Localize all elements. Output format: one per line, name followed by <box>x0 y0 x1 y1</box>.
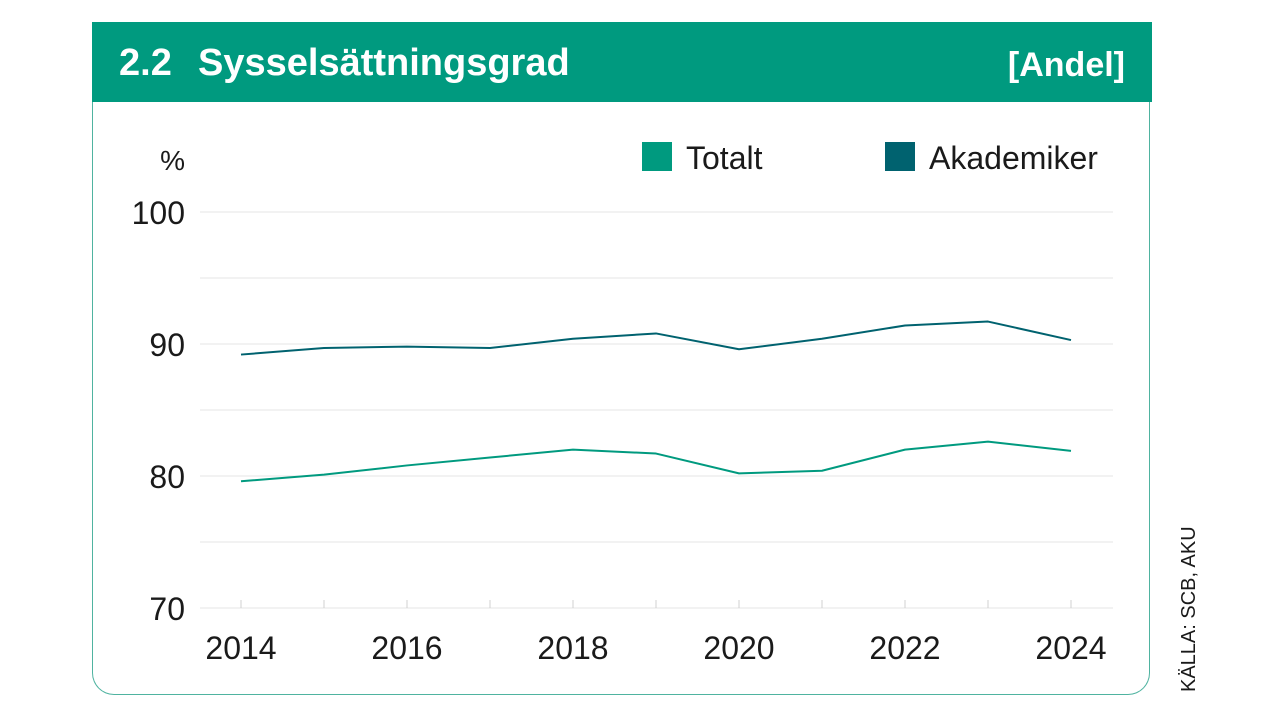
chart-header: 2.2 Sysselsättningsgrad [Andel] <box>92 22 1152 102</box>
series-line-totalt <box>240 440 1072 483</box>
chart-card <box>92 22 1150 695</box>
grid-layer <box>200 211 1113 609</box>
legend-swatch-akademiker <box>885 142 915 171</box>
x-tick-label: 2014 <box>205 630 276 666</box>
y-tick-label: 90 <box>149 327 185 363</box>
axis-layer: 70 80 90 100% 2014 2016 2018 2020 2022 2024 <box>132 145 1107 666</box>
legend: Totalt Akademiker <box>642 140 1098 176</box>
y-axis-label: % <box>160 145 185 176</box>
y-tick-label: 80 <box>149 459 185 495</box>
series-line-akademiker <box>240 320 1072 356</box>
x-tick-label: 2018 <box>537 630 608 666</box>
source-note: KÄLLA: SCB, AKU <box>1178 526 1200 692</box>
legend-swatch-totalt <box>642 142 672 171</box>
y-tick-label: 100 <box>132 195 185 231</box>
x-tick-label: 2024 <box>1035 630 1106 666</box>
x-tick-label: 2022 <box>869 630 940 666</box>
legend-label-akademiker: Akademiker <box>929 140 1098 176</box>
figure-number: 2.2 <box>119 42 172 84</box>
y-tick-label: 70 <box>149 591 185 627</box>
x-tick-label: 2016 <box>371 630 442 666</box>
x-tick-label: 2020 <box>703 630 774 666</box>
legend-label-totalt: Totalt <box>686 140 763 176</box>
series-layer <box>240 320 1072 483</box>
chart-title: Sysselsättningsgrad <box>198 42 570 84</box>
unit-label: [Andel] <box>1007 46 1125 84</box>
